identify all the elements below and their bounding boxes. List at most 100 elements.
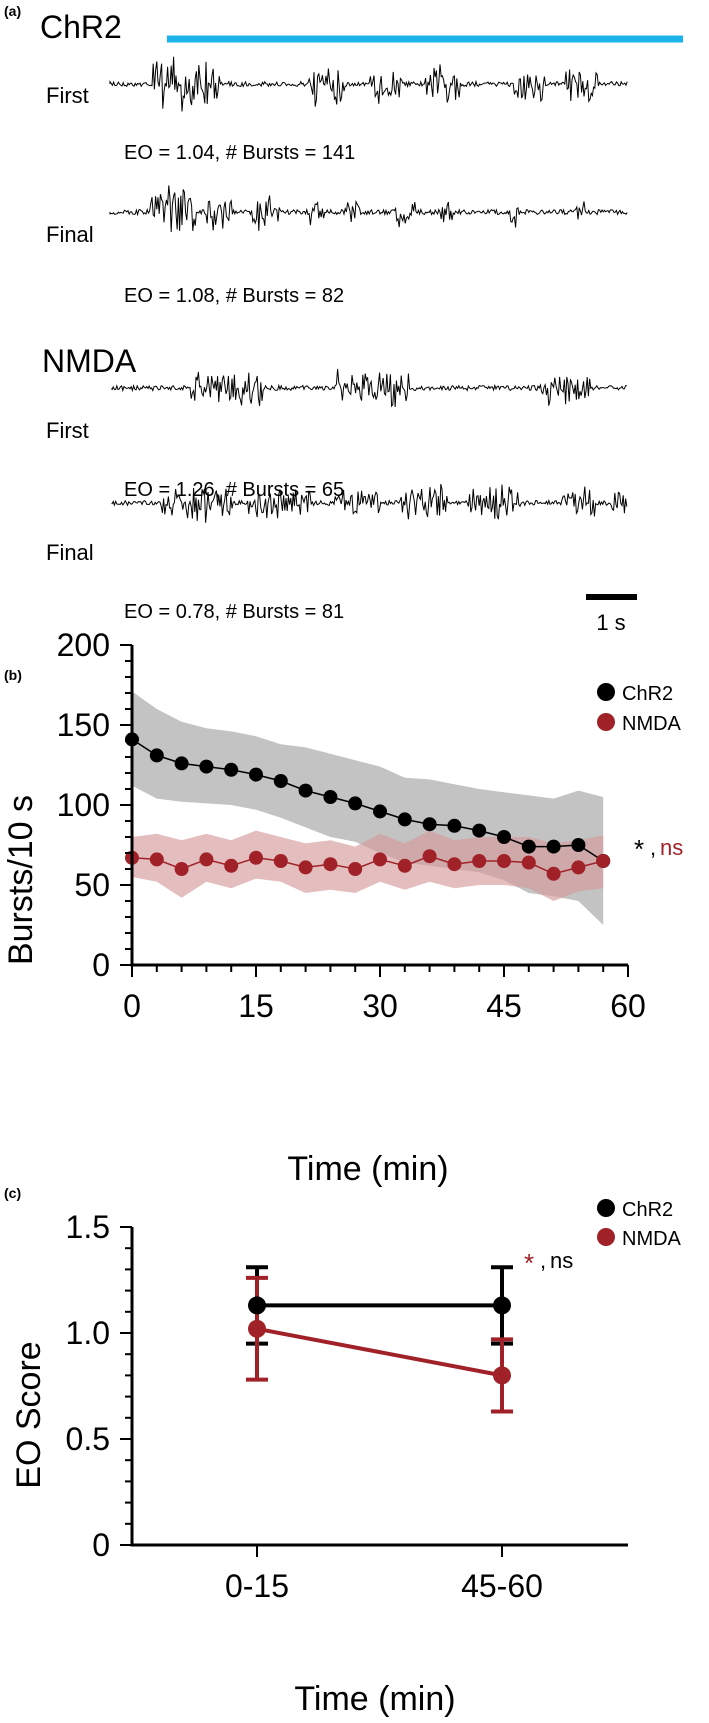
band-nmda [132, 830, 604, 901]
trace-caption-nmda-first: EO = 1.26, # Bursts = 65 [124, 479, 344, 501]
chart-b-xtick-label: 60 [610, 988, 646, 1024]
trace-label-chr2-first: First [46, 83, 89, 108]
group-title-chr2: ChR2 [40, 9, 122, 45]
trace-nmda-first [111, 368, 627, 408]
point-chr2 [224, 762, 239, 777]
trace-caption-nmda-final: EO = 0.78, # Bursts = 81 [124, 601, 344, 623]
legend-b-label-nmda: NMDA [622, 713, 682, 735]
point-nmda [224, 858, 239, 873]
legend-b-marker-nmda [597, 713, 615, 731]
trace-nmda-final [111, 483, 628, 523]
point-nmda [472, 854, 487, 868]
chart-c-axes [120, 1226, 628, 1557]
chart-b-ytick-label: 150 [57, 707, 110, 743]
panel-b-label: (b) [4, 667, 22, 683]
chart-b-annotation-star: * [634, 834, 644, 864]
point-chr2 [422, 817, 437, 832]
chart-c-annotation-ns: ns [550, 1248, 573, 1273]
legend-c-marker-nmda [597, 1228, 615, 1246]
legend-c-marker-chr2 [597, 1199, 615, 1217]
point-nmda [546, 866, 561, 881]
chart-b-ytick-label: 50 [74, 867, 110, 903]
chart-c-lines [246, 1265, 513, 1414]
point-nmda [493, 1366, 511, 1385]
point-chr2 [249, 767, 263, 782]
point-nmda [571, 860, 586, 875]
point-nmda [497, 854, 511, 868]
chart-b-ylabel: Bursts/10 s [2, 795, 40, 965]
point-chr2 [521, 839, 536, 854]
chart-c-legend: ChR2 NMDA [597, 1199, 682, 1250]
point-nmda [348, 862, 363, 876]
point-chr2 [497, 830, 511, 844]
point-nmda [273, 854, 288, 868]
chart-b-annotation-sep: , [650, 835, 656, 860]
point-nmda [323, 857, 338, 872]
point-chr2 [447, 818, 462, 833]
trace-caption-chr2-first: EO = 1.04, # Bursts = 141 [124, 142, 355, 164]
chart-c-xtick-label: 45-60 [461, 1568, 543, 1604]
chart-b-xtick-label: 0 [123, 988, 141, 1024]
point-nmda [397, 858, 412, 873]
trace-label-nmda-first: First [46, 418, 89, 443]
panel-a-label: (a) [4, 3, 21, 19]
chart-b-points [125, 732, 611, 881]
point-chr2 [174, 756, 189, 771]
point-nmda [298, 860, 313, 875]
legend-b-marker-chr2 [597, 683, 615, 701]
panel-c-label: (c) [4, 1185, 21, 1201]
scale-bar-label: 1 s [596, 610, 625, 635]
panel-b: (b) 0 50 100 150 200 0 15 30 45 60 Time (min) Bur… [2, 627, 683, 1188]
chart-b-ytick-label: 100 [57, 787, 110, 823]
point-chr2 [348, 796, 363, 811]
legend-c-label-chr2: ChR2 [622, 1199, 673, 1221]
point-nmda [174, 862, 189, 876]
point-nmda [422, 849, 437, 864]
trace-label-chr2-final: Final [46, 222, 94, 247]
chart-b-ytick-label: 0 [92, 947, 110, 983]
point-nmda [447, 857, 462, 872]
point-nmda [249, 850, 263, 865]
chart-c-annotation-sep: , [540, 1248, 546, 1273]
chart-c-points [248, 1296, 511, 1385]
point-nmda [596, 854, 611, 868]
chart-b-bands [132, 691, 604, 925]
point-nmda [521, 855, 536, 870]
chart-c-xtick-label: 0-15 [225, 1568, 289, 1604]
chart-c-ylabel: EO Score [10, 1341, 48, 1488]
trace-chr2-final [109, 185, 628, 233]
panel-c: (c) 0 0.5 1.0 1.5 0-15 45-60 Time (min) EO Sc… [4, 1185, 682, 1718]
chart-c-tick-labels: 0 0.5 1.0 1.5 0-15 45-60 [66, 1209, 543, 1604]
chart-b-axes [120, 644, 629, 977]
point-chr2 [248, 1296, 266, 1315]
point-chr2 [273, 774, 288, 788]
chart-b-ytick-label: 200 [57, 627, 110, 663]
chart-b-annotation-ns: ns [660, 835, 683, 860]
point-chr2 [397, 812, 412, 827]
chart-c-ytick-label: 1.0 [66, 1315, 110, 1351]
chart-c-xlabel: Time (min) [294, 1680, 455, 1718]
chart-b-xtick-label: 15 [238, 988, 274, 1024]
chart-b-xlabel: Time (min) [287, 1150, 448, 1188]
point-chr2 [323, 790, 338, 804]
point-chr2 [493, 1296, 511, 1315]
point-nmda [199, 852, 214, 867]
trace-chr2-first [109, 56, 628, 112]
point-nmda [373, 852, 387, 867]
chart-c-ytick-label: 0.5 [66, 1421, 110, 1457]
point-nmda [149, 852, 164, 867]
chart-b-xtick-label: 30 [362, 988, 398, 1024]
chart-c-ytick-label: 1.5 [66, 1209, 110, 1245]
chart-c-annotation-star: * [524, 1248, 534, 1278]
point-chr2 [199, 759, 214, 774]
point-chr2 [298, 783, 313, 798]
point-nmda [248, 1319, 266, 1338]
point-chr2 [571, 838, 586, 852]
panel-a: (a) ChR2 First EO = 1.04, # Bursts = 141… [4, 3, 683, 635]
legend-b-label-chr2: ChR2 [622, 683, 673, 705]
chart-b-tick-labels: 0 50 100 150 200 0 15 30 45 60 [57, 627, 646, 1024]
point-chr2 [546, 839, 561, 854]
chart-c-ytick-label: 0 [92, 1527, 110, 1563]
trace-caption-chr2-final: EO = 1.08, # Bursts = 82 [124, 285, 344, 307]
